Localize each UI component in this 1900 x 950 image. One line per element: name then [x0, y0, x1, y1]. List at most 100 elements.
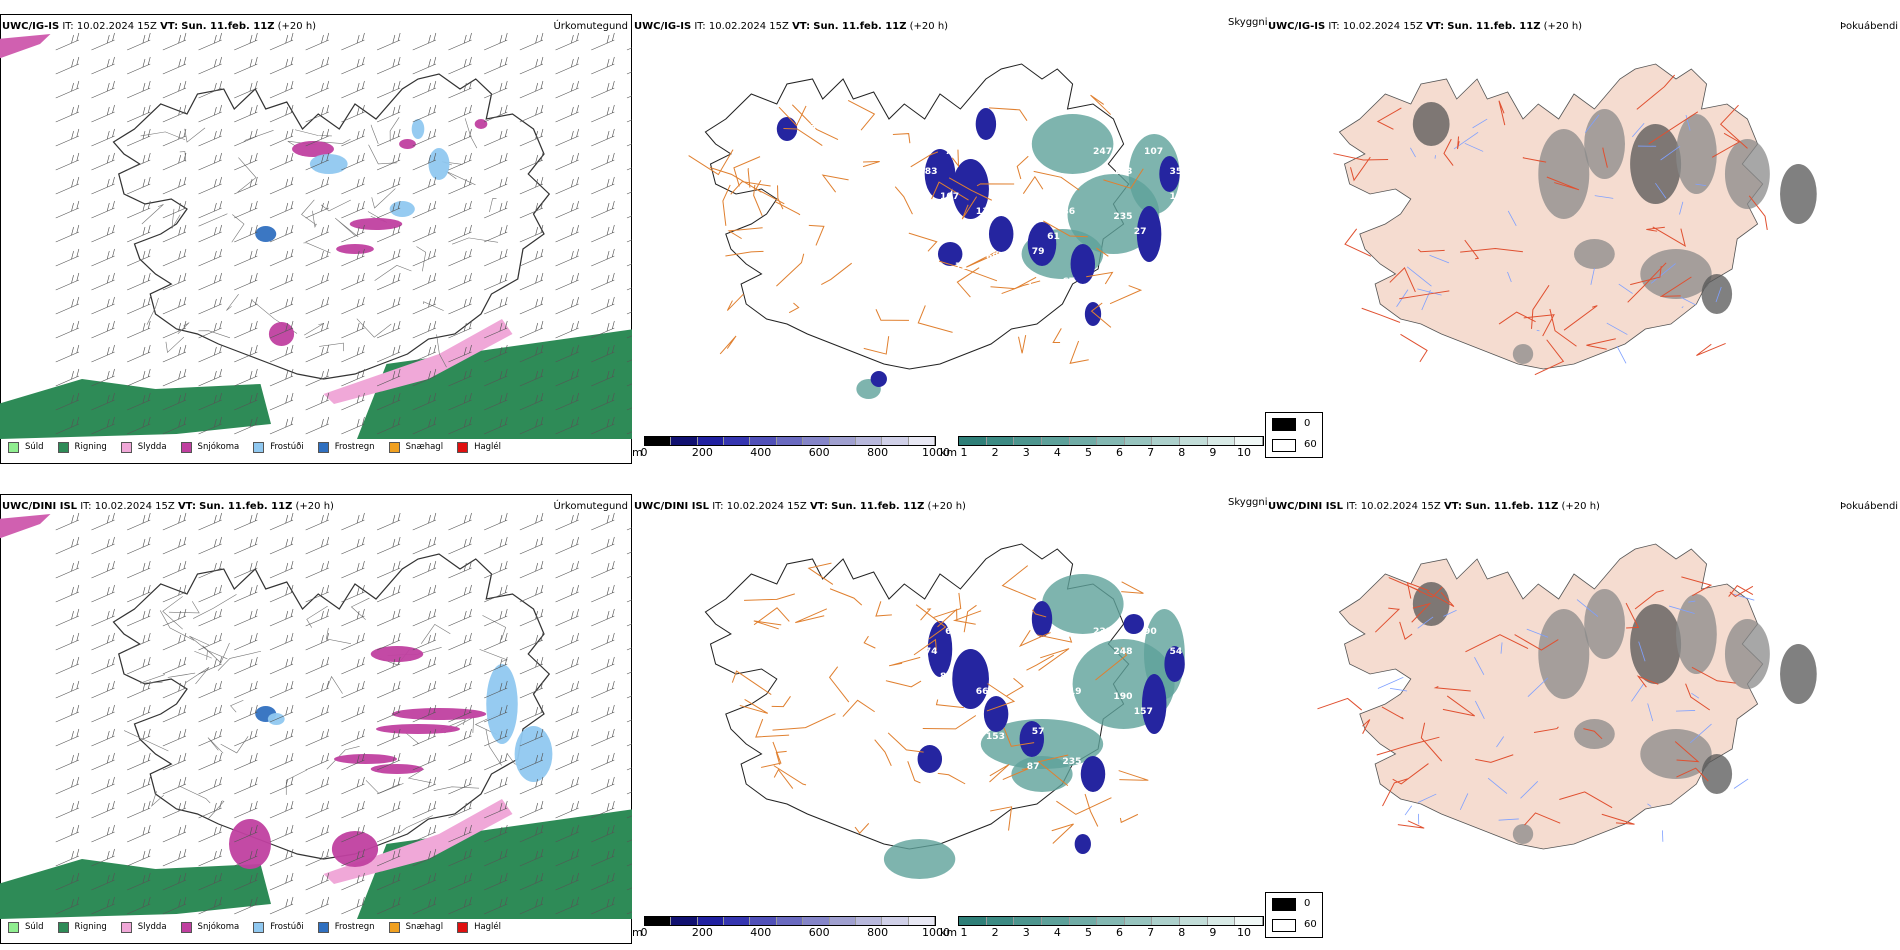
legend-label: Frostregn: [334, 922, 375, 932]
wind-barb: [484, 176, 508, 195]
river: [1618, 283, 1633, 294]
wind-barb: [127, 200, 151, 219]
road: [894, 186, 913, 215]
cloud-base-value-label: 106: [1017, 212, 1036, 222]
cloud-base-value-label: 157: [1134, 707, 1153, 717]
river: [1434, 155, 1436, 159]
cloud-base-value-label: 57: [1032, 727, 1045, 737]
road: [1381, 706, 1404, 720]
wind-barb: [555, 776, 579, 795]
cloud-base-patch: [1159, 156, 1180, 192]
wind-barb: [519, 392, 544, 411]
wind-barb: [55, 80, 80, 99]
sleet-area: [323, 799, 513, 884]
cloud-base-value-label: 59: [1154, 262, 1167, 272]
wind-barb: [341, 584, 365, 603]
wind-barb: [555, 728, 579, 747]
colorbar-cell: [750, 437, 777, 445]
precip-type-panel: [0, 14, 632, 464]
wind-barb: [555, 80, 579, 99]
cloud-base-value-label: 109: [1154, 742, 1173, 752]
wind-barb: [91, 656, 115, 675]
wind-barb: [412, 824, 437, 843]
road: [733, 156, 761, 187]
precip-type-map: [0, 32, 632, 439]
wind-barb: [519, 704, 544, 723]
colorbar-tick: 1000: [922, 446, 950, 459]
wind-barb: [519, 632, 544, 651]
wind-barb: [519, 800, 544, 819]
cloud-base-ticks: 0 200 400 600 800 1000: [641, 926, 951, 940]
wind-barb: [162, 200, 187, 219]
wind-barb: [519, 656, 544, 675]
fog-index-patch: [1676, 114, 1717, 194]
wind-barb: [91, 80, 115, 99]
wind-barb: [555, 800, 579, 819]
river: [1496, 736, 1505, 748]
wind-barb: [269, 224, 294, 243]
wind-barb: [162, 536, 187, 555]
wind-barb: [127, 296, 151, 315]
road: [887, 732, 924, 753]
wind-barb: [341, 104, 365, 123]
wind-barb: [519, 272, 544, 291]
road: [922, 715, 977, 730]
river: [1536, 329, 1540, 332]
road: [920, 608, 932, 621]
road: [1636, 74, 1676, 110]
road: [1399, 621, 1413, 641]
wind-barb: [519, 872, 544, 891]
cloud-base-patch: [1031, 601, 1053, 637]
wind-barb: [91, 512, 115, 531]
wind-barb: [127, 392, 151, 411]
panel-title-visibility: Skyggni: [1228, 497, 1268, 508]
wind-barb: [376, 632, 401, 651]
river: [1647, 703, 1654, 722]
wind-barb: [484, 128, 508, 147]
wind-barb: [198, 680, 222, 699]
road: [725, 250, 764, 257]
wind-barb: [305, 848, 330, 867]
wind-barb: [591, 104, 615, 123]
wind-barb: [162, 176, 187, 195]
legend-swatch: [8, 441, 19, 453]
wind-barb: [448, 656, 472, 675]
wind-barb: [519, 200, 544, 219]
wind-barb: [234, 872, 258, 891]
wind-barb: [127, 872, 151, 891]
road: [726, 293, 745, 311]
wind-barb: [626, 119, 632, 123]
rain-area: [356, 329, 632, 439]
road: [1001, 280, 1041, 295]
wind-barb: [305, 56, 330, 75]
road: [1522, 157, 1547, 163]
wind-barb: [519, 536, 544, 555]
road: [777, 185, 784, 210]
legend-label: Frostúði: [270, 442, 304, 452]
road: [888, 656, 921, 667]
wind-barb: [555, 104, 579, 123]
wind-barb: [269, 560, 294, 579]
colorbar-cell: [776, 917, 804, 925]
river: [1631, 683, 1644, 702]
wind-barb: [519, 848, 544, 867]
road: [1498, 311, 1536, 325]
road: [1006, 677, 1024, 697]
cloud-base-value-label: 103: [996, 187, 1015, 197]
precip-cell: [370, 646, 424, 662]
road: [1634, 589, 1664, 610]
road: [1022, 175, 1044, 194]
wind-barb: [269, 248, 294, 267]
road: [989, 763, 1010, 783]
wind-barb: [234, 680, 258, 699]
wind-barb: [91, 56, 115, 75]
wind-barb: [555, 896, 579, 915]
fog-legend-swatch-60: [1272, 439, 1296, 452]
wind-barb: [591, 152, 615, 171]
cloud-base-value-label: 63: [945, 627, 958, 637]
wind-barb: [555, 32, 579, 51]
wind-barb: [91, 392, 115, 411]
colorbar-tick: 6: [1116, 446, 1124, 459]
wind-barb: [626, 599, 632, 603]
precip-cell: [376, 724, 460, 734]
